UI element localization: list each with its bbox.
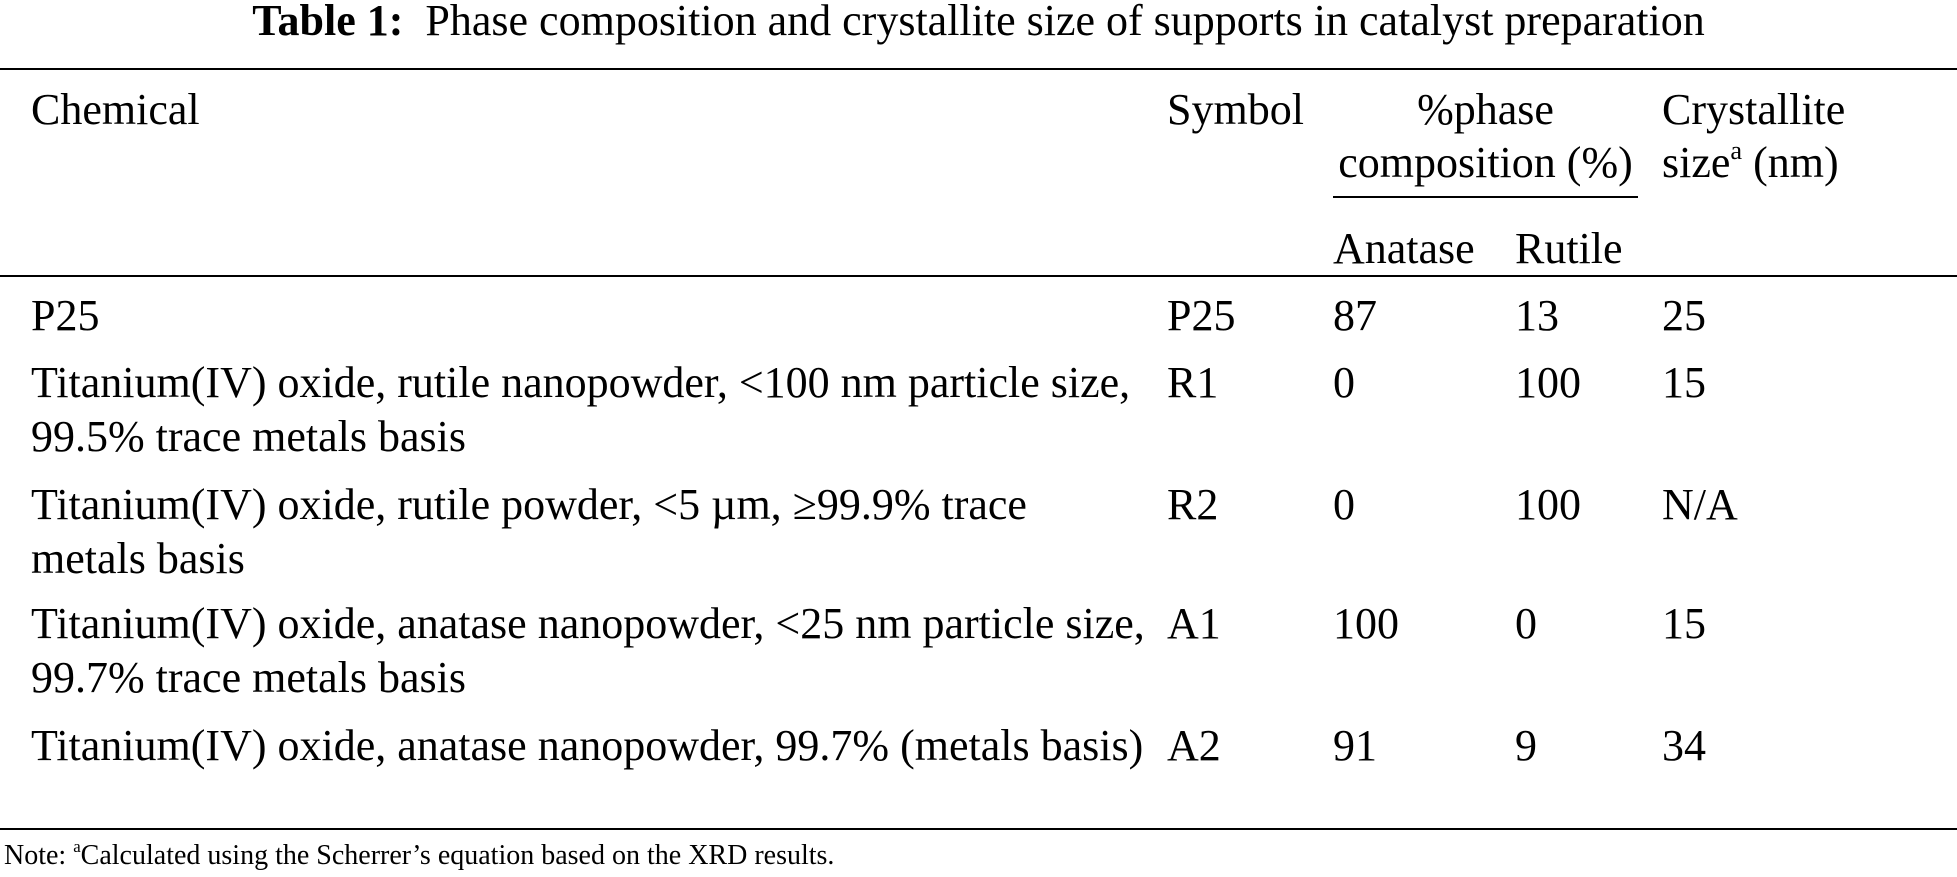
- table-cell: 15: [1662, 358, 1706, 407]
- table-cell: 100: [1333, 599, 1399, 648]
- table-cell: R1: [1167, 358, 1219, 407]
- footnote-mark: a: [73, 837, 81, 857]
- table-cell: 87: [1333, 291, 1377, 340]
- table-note: Note: aCalculated using the Scherrer’s e…: [4, 837, 835, 877]
- table-cell: P25: [31, 291, 100, 340]
- table-cell: Titanium(IV) oxide, rutile nanopowder, <…: [31, 358, 1131, 461]
- table-cell: Titanium(IV) oxide, anatase nanopowder, …: [31, 599, 1145, 702]
- table-title: Table 1: Phase composition and crystalli…: [0, 0, 1957, 48]
- bottom-rule: [0, 828, 1957, 830]
- table-cell: 0: [1333, 358, 1355, 407]
- header-cell: Rutile: [1515, 224, 1623, 273]
- table-cell: 100: [1515, 480, 1581, 529]
- table-cell: N/A: [1662, 480, 1738, 529]
- header-cell: sizea (nm): [1662, 134, 1839, 195]
- table-cell: R2: [1167, 480, 1219, 529]
- table-cell: 34: [1662, 721, 1706, 770]
- table-cell: A1: [1167, 599, 1221, 648]
- table-cell: P25: [1167, 291, 1236, 340]
- header-cell: Anatase: [1333, 224, 1475, 273]
- table-cell: 0: [1515, 599, 1537, 648]
- table-cell: A2: [1167, 721, 1221, 770]
- group-underline: [1333, 196, 1638, 198]
- title-label: Table 1:: [252, 0, 404, 45]
- note-prefix: Note:: [4, 840, 67, 871]
- header-text: size: [1662, 138, 1731, 187]
- table-cell: 15: [1662, 599, 1706, 648]
- table-cell: 25: [1662, 291, 1706, 340]
- table-cell: 13: [1515, 291, 1559, 340]
- header-rule: [0, 275, 1957, 277]
- note-text: Calculated using the Scherrer’s equation…: [80, 840, 835, 871]
- header-cell: %phase: [1417, 85, 1554, 134]
- table-cell: 9: [1515, 721, 1537, 770]
- table-cell: 0: [1333, 480, 1355, 529]
- footnote-mark: a: [1730, 134, 1743, 165]
- header-unit: (nm): [1753, 138, 1839, 187]
- table-cell: Titanium(IV) oxide, anatase nanopowder, …: [31, 721, 1144, 770]
- table-cell: 91: [1333, 721, 1377, 770]
- header-cell: composition (%): [1338, 138, 1633, 187]
- header-cell: Chemical: [31, 85, 200, 134]
- top-rule: [0, 68, 1957, 70]
- table-cell: Titanium(IV) oxide, rutile powder, <5 µm…: [31, 480, 1027, 583]
- header-cell: Crystallite: [1662, 85, 1846, 134]
- table-cell: 100: [1515, 358, 1581, 407]
- header-cell: Symbol: [1167, 85, 1304, 134]
- title-text: Phase composition and crystallite size o…: [425, 0, 1705, 45]
